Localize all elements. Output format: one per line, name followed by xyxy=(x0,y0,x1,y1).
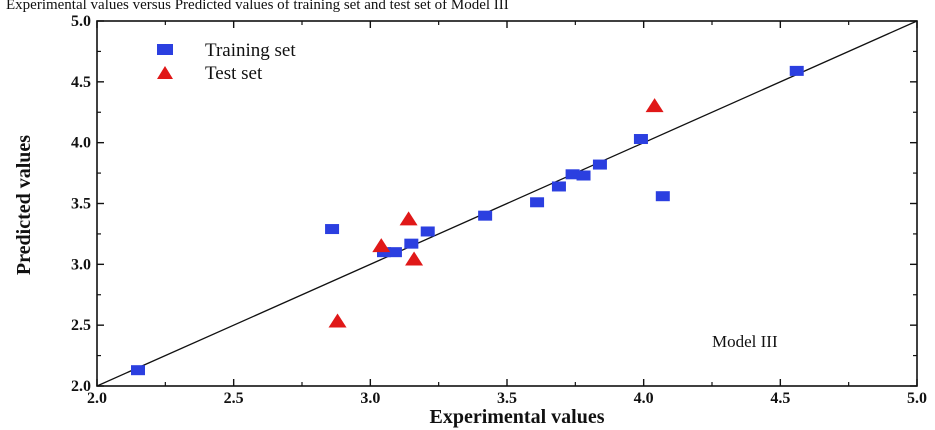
x-tick-label: 2.5 xyxy=(224,390,244,407)
test-point xyxy=(645,98,664,113)
y-tick-label: 5.0 xyxy=(71,13,91,30)
legend-test-marker xyxy=(157,66,173,79)
legend-test-label: Test set xyxy=(205,63,263,84)
training-point xyxy=(478,210,493,221)
y-tick-label: 4.5 xyxy=(71,74,91,91)
test-point xyxy=(328,313,347,328)
y-tick-label: 2.5 xyxy=(71,317,91,334)
x-tick-label: 4.0 xyxy=(634,390,654,407)
legend-training-label: Training set xyxy=(205,40,296,61)
test-point xyxy=(372,238,391,253)
reference-line-layer xyxy=(96,20,918,387)
training-point xyxy=(551,181,566,192)
x-tick-label: 4.5 xyxy=(770,390,790,407)
x-tick-label: 3.5 xyxy=(497,390,517,407)
y-tick-label: 3.5 xyxy=(71,196,91,213)
training-point xyxy=(592,159,607,170)
training-point xyxy=(377,247,391,258)
training-point xyxy=(633,134,648,145)
training-point xyxy=(420,226,435,237)
legend: Training set Test set xyxy=(157,40,296,84)
y-axis-title: Predicted values xyxy=(13,135,35,275)
training-point xyxy=(530,197,545,208)
y-tick-label: 3.0 xyxy=(71,256,91,273)
test-point xyxy=(399,211,418,226)
training-point xyxy=(789,65,804,76)
training-point xyxy=(404,238,419,249)
x-axis-title: Experimental values xyxy=(430,406,605,428)
model-annotation: Model III xyxy=(712,332,778,351)
training-point xyxy=(565,169,580,180)
y-tick-label: 4.0 xyxy=(71,135,91,152)
y-tick-label: 2.0 xyxy=(71,378,91,395)
x-tick-label: 3.0 xyxy=(360,390,380,407)
training-point xyxy=(131,365,145,376)
training-point xyxy=(655,191,670,202)
axis-ticks: 2.0 2.5 3.0 3.5 4.0 4.5 5.0 2.0 2.5 3.0 3.5 4.0 4.5 5… xyxy=(71,13,927,407)
x-tick-label: 2.0 xyxy=(87,390,107,407)
x-tick-label: 5.0 xyxy=(907,390,927,407)
training-point xyxy=(325,224,340,235)
identity-line xyxy=(96,20,918,387)
training-point xyxy=(387,247,402,258)
cropped-caption-text: Experimental values versus Predicted val… xyxy=(6,0,509,13)
data-points xyxy=(131,65,804,376)
legend-training-marker xyxy=(157,44,173,55)
test-point xyxy=(405,251,424,266)
training-point xyxy=(576,170,591,181)
